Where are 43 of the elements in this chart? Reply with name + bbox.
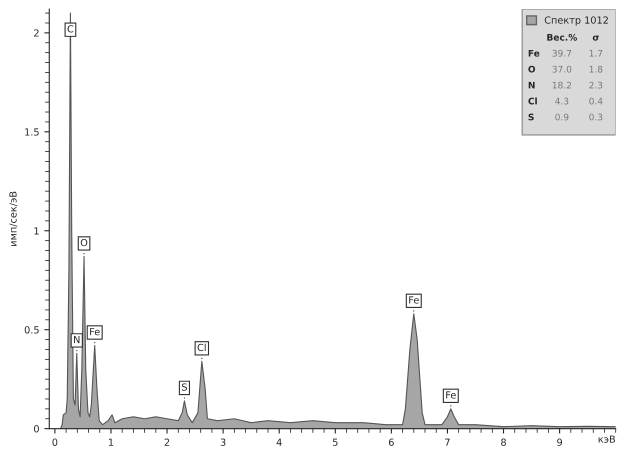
annotation: Fe [528,50,540,57]
annotation: S [182,383,187,391]
annotation: Cl [528,97,537,104]
annotation: Cl [198,344,206,352]
y-tick-label: 0 [34,425,39,432]
y-tick-label: 1.5 [25,128,39,136]
x-tick-label: 0 [52,438,58,446]
x-tick-label: 4 [276,438,282,446]
annotation: 2.3 [589,82,602,89]
annotation: Fe [446,391,456,399]
annotation: 4.3 [555,98,568,104]
legend-label: Спектр 1012 [544,16,608,26]
annotation: O [528,66,536,73]
x-tick-label: 5 [332,438,338,446]
annotation: Fe [90,328,100,336]
y-tick-label: 1 [34,227,39,234]
annotation: O [80,238,88,246]
annotation: S [528,114,534,120]
annotation: 18.2 [552,82,572,89]
annotation: 1.8 [590,66,602,73]
annotation: N [528,82,535,88]
annotation: Вес.% [547,34,577,41]
annotation: 0.4 [589,98,603,104]
annotation: 37.0 [552,66,572,73]
x-tick-label: 8 [501,438,506,446]
x-axis-title: кэВ [598,436,615,443]
x-tick-label: 7 [445,438,450,446]
annotation: 39.7 [552,50,572,57]
annotation: C [68,25,74,33]
annotation: 0.9 [555,114,568,120]
x-tick-label: 2 [164,438,170,446]
x-tick-label: 6 [388,438,394,446]
x-tick-label: 3 [220,438,226,446]
annotation: 1.7 [590,50,602,57]
y-tick-label: 0.5 [24,326,39,334]
x-tick-label: 9 [557,438,562,446]
annotation: σ [592,36,599,41]
y-tick-label: 2 [34,29,39,37]
annotation: 0.3 [589,114,602,120]
y-axis-title: имп/сек/эВ [9,192,18,246]
x-tick-label: 1 [108,438,114,446]
annotation: Fe [409,296,419,304]
annotation: N [74,336,80,344]
